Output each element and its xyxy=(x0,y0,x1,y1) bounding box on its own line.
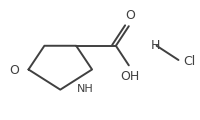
Text: O: O xyxy=(10,64,20,77)
Text: Cl: Cl xyxy=(183,55,196,68)
Text: O: O xyxy=(125,9,135,22)
Text: OH: OH xyxy=(120,70,139,83)
Text: H: H xyxy=(151,39,160,52)
Text: NH: NH xyxy=(77,84,93,94)
